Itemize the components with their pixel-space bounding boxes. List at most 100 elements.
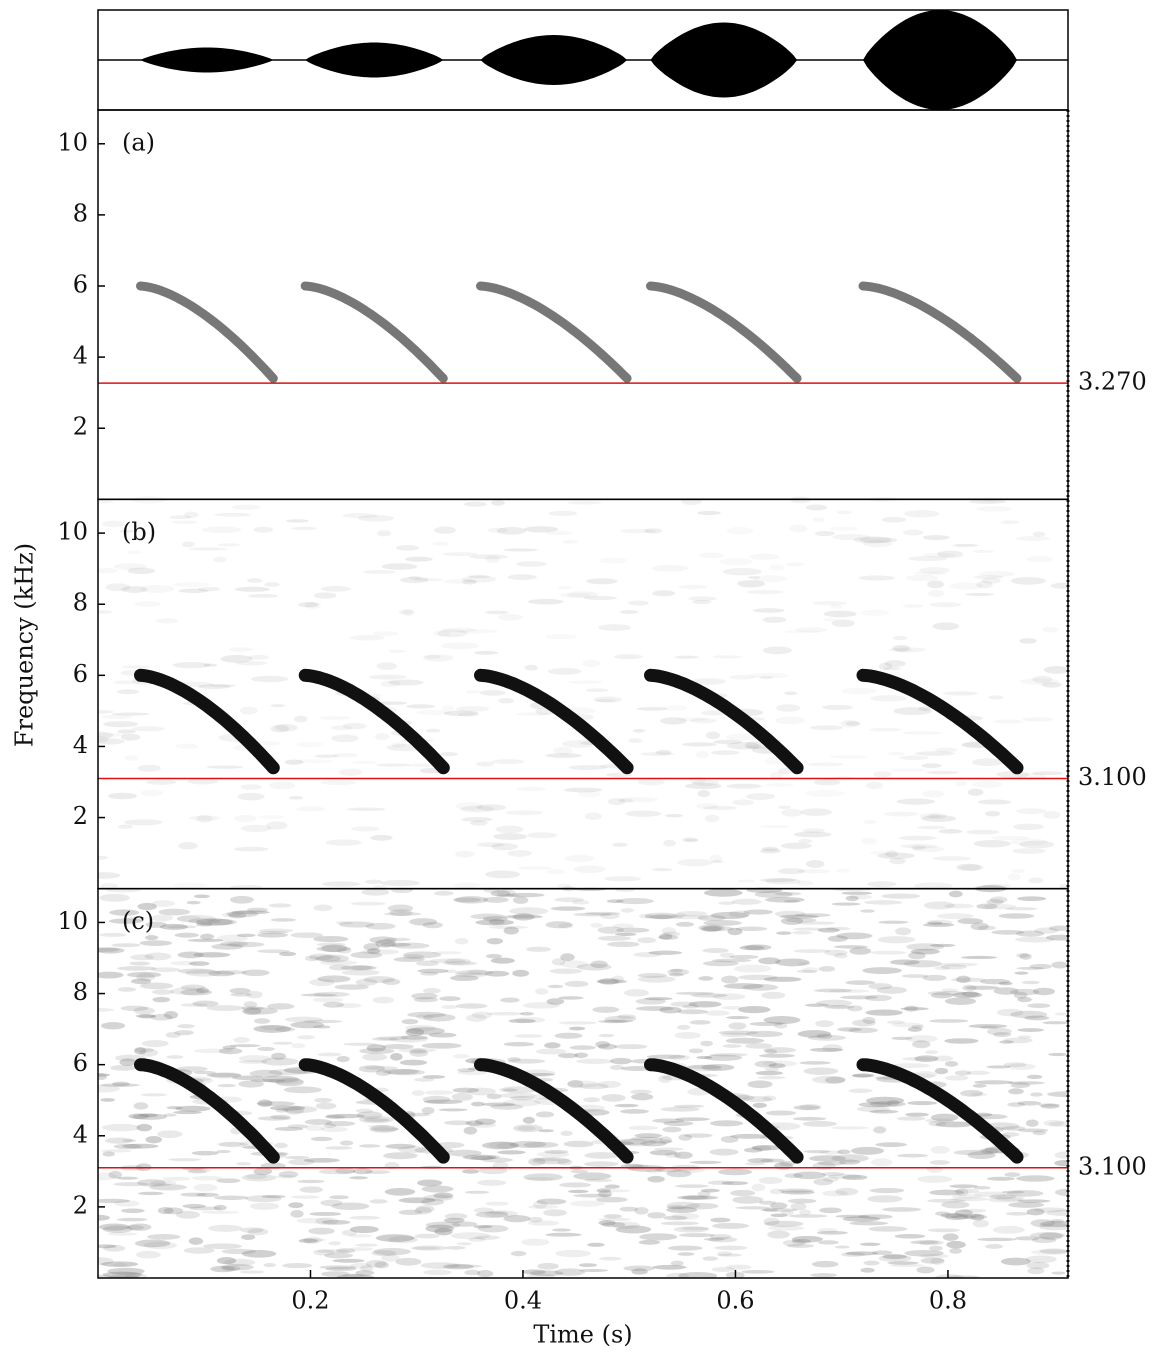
noise-blob xyxy=(689,1020,711,1025)
noise-blob xyxy=(903,960,943,968)
noise-blob xyxy=(155,618,179,624)
noise-blob xyxy=(730,1189,756,1197)
noise-blob xyxy=(1029,1232,1066,1239)
noise-blob xyxy=(397,1146,427,1153)
noise-blob xyxy=(944,997,977,1005)
noise-blob xyxy=(387,904,414,913)
noise-blob xyxy=(917,1175,952,1183)
noise-blob xyxy=(491,843,518,851)
noise-blob xyxy=(941,1201,970,1209)
noise-blob xyxy=(422,921,443,929)
noise-blob xyxy=(102,1225,133,1234)
noise-blob xyxy=(496,889,516,897)
noise-blob xyxy=(486,937,504,945)
noise-blob xyxy=(750,672,789,679)
noise-blob xyxy=(877,936,916,944)
noise-blob xyxy=(108,792,137,800)
noise-blob xyxy=(312,991,350,998)
noise-blob xyxy=(349,1176,369,1180)
noise-blob xyxy=(163,1113,177,1117)
y-tick-label: 8 xyxy=(73,978,88,1006)
noise-blob xyxy=(977,925,996,931)
noise-blob xyxy=(839,1159,861,1165)
noise-blob xyxy=(362,1053,388,1061)
noise-blob xyxy=(666,1272,690,1278)
y-tick-label: 8 xyxy=(73,589,88,617)
waveform-envelope xyxy=(650,22,798,98)
noise-blob xyxy=(983,903,1016,910)
noise-blob xyxy=(663,1215,688,1221)
noise-blob xyxy=(557,1158,573,1166)
noise-blob xyxy=(1014,936,1055,943)
noise-blob xyxy=(222,1265,241,1272)
noise-blob xyxy=(573,1193,612,1198)
noise-blob xyxy=(718,901,735,905)
noise-blob xyxy=(979,1025,999,1030)
noise-blob xyxy=(188,961,210,966)
noise-blob xyxy=(554,1032,583,1039)
noise-blob xyxy=(1050,582,1068,589)
noise-blob xyxy=(894,648,913,653)
noise-blob xyxy=(134,1239,171,1248)
noise-blob xyxy=(583,1097,601,1103)
noise-blob xyxy=(290,932,323,939)
noise-blob xyxy=(213,556,227,563)
noise-blob xyxy=(774,910,806,918)
noise-blob xyxy=(968,1024,1008,1029)
noise-blob xyxy=(510,1095,535,1101)
noise-blob xyxy=(564,980,589,988)
noise-blob xyxy=(572,900,590,905)
noise-blob xyxy=(663,839,676,847)
noise-blob xyxy=(703,1237,725,1241)
noise-blob xyxy=(527,1273,555,1278)
noise-blob xyxy=(259,815,285,820)
noise-blob xyxy=(257,741,282,746)
noise-blob xyxy=(176,914,217,923)
noise-blob xyxy=(313,592,337,599)
noise-blob xyxy=(336,1248,356,1254)
noise-blob xyxy=(805,860,825,868)
noise-blob xyxy=(395,545,420,551)
noise-blob xyxy=(126,1225,145,1230)
noise-blob xyxy=(891,1022,924,1028)
noise-blob xyxy=(1043,811,1061,819)
noise-blob xyxy=(141,1039,169,1048)
noise-blob xyxy=(376,763,411,767)
noise-blob xyxy=(674,1031,701,1039)
noise-blob xyxy=(293,715,308,723)
noise-blob xyxy=(391,942,430,949)
noise-blob xyxy=(677,858,713,867)
noise-blob xyxy=(966,829,1000,835)
noise-blob xyxy=(559,1182,592,1188)
noise-blob xyxy=(755,1070,783,1076)
noise-blob xyxy=(132,1113,168,1120)
noise-blob xyxy=(105,888,141,893)
noise-blob xyxy=(836,932,873,940)
noise-blob xyxy=(1038,1232,1063,1240)
noise-blob xyxy=(98,1274,114,1278)
noise-blob xyxy=(835,1187,859,1196)
noise-blob xyxy=(409,918,438,926)
noise-blob xyxy=(372,631,399,636)
noise-blob xyxy=(428,1032,457,1038)
noise-blob xyxy=(956,975,971,984)
x-tick-label: 0.2 xyxy=(291,1287,329,1315)
noise-blob xyxy=(486,1093,502,1100)
noise-blob xyxy=(1016,808,1047,815)
noise-blob xyxy=(228,912,247,919)
noise-blob xyxy=(352,760,378,764)
noise-blob xyxy=(817,1161,846,1166)
noise-blob xyxy=(325,1121,356,1127)
noise-blob xyxy=(439,752,458,757)
noise-blob xyxy=(113,1262,128,1267)
noise-blob xyxy=(1041,682,1062,688)
noise-blob xyxy=(965,985,1000,990)
noise-blob xyxy=(586,578,618,585)
noise-blob xyxy=(375,1069,392,1076)
noise-blob xyxy=(733,964,772,973)
noise-blob xyxy=(475,919,515,926)
noise-blob xyxy=(299,1186,324,1193)
noise-blob xyxy=(314,955,341,962)
noise-blob xyxy=(887,751,906,756)
noise-blob xyxy=(752,575,787,583)
